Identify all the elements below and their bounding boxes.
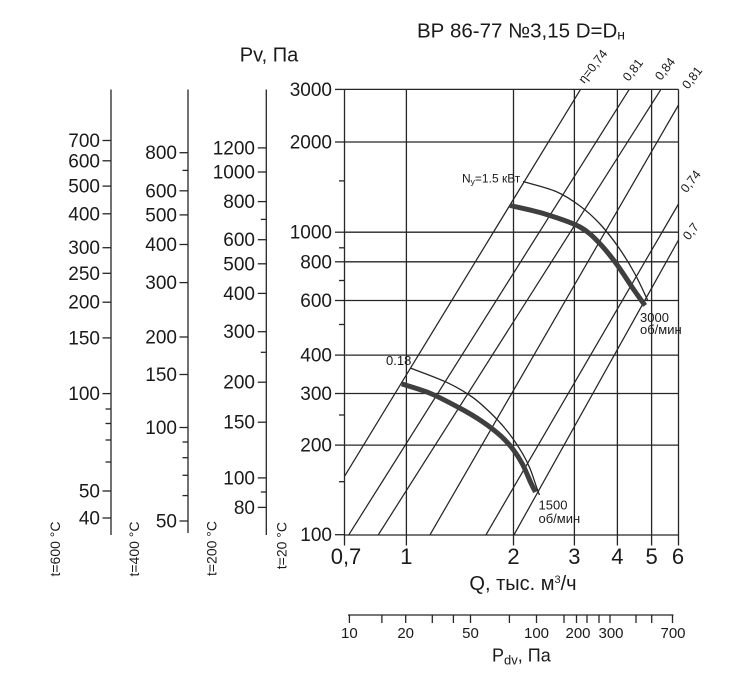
svg-text:5: 5 xyxy=(645,544,657,569)
svg-text:100: 100 xyxy=(300,525,332,546)
svg-text:100: 100 xyxy=(524,625,549,642)
svg-text:Q, тыс. м3/ч: Q, тыс. м3/ч xyxy=(469,573,576,595)
svg-text:300: 300 xyxy=(145,273,177,294)
svg-text:1000: 1000 xyxy=(290,223,332,244)
svg-text:200: 200 xyxy=(223,373,255,394)
svg-text:1500: 1500 xyxy=(539,498,568,513)
svg-text:400: 400 xyxy=(145,235,177,256)
svg-text:об/мин: об/мин xyxy=(539,511,581,526)
svg-text:2000: 2000 xyxy=(290,133,332,154)
svg-text:150: 150 xyxy=(223,413,255,434)
svg-text:3000: 3000 xyxy=(290,80,332,101)
svg-text:500: 500 xyxy=(68,177,100,198)
svg-text:300: 300 xyxy=(68,238,100,259)
svg-text:150: 150 xyxy=(145,365,177,386)
svg-text:50: 50 xyxy=(156,512,177,533)
svg-text:400: 400 xyxy=(223,284,255,305)
svg-text:50: 50 xyxy=(79,482,100,503)
svg-text:200: 200 xyxy=(68,293,100,314)
svg-text:200: 200 xyxy=(145,328,177,349)
svg-text:300: 300 xyxy=(223,322,255,343)
svg-text:Pdv, Па: Pdv, Па xyxy=(492,646,552,668)
svg-text:0,7: 0,7 xyxy=(331,544,362,569)
svg-text:3000: 3000 xyxy=(640,310,669,325)
svg-text:t=20 °C: t=20 °C xyxy=(274,522,290,569)
svg-text:700: 700 xyxy=(660,625,685,642)
svg-text:0,81: 0,81 xyxy=(679,64,705,92)
svg-text:2: 2 xyxy=(507,544,519,569)
svg-text:1200: 1200 xyxy=(213,138,255,159)
svg-text:4: 4 xyxy=(611,544,623,569)
svg-text:400: 400 xyxy=(300,346,332,367)
svg-text:50: 50 xyxy=(462,625,479,642)
svg-text:10: 10 xyxy=(341,625,358,642)
svg-text:1000: 1000 xyxy=(213,163,255,184)
svg-text:300: 300 xyxy=(300,384,332,405)
svg-text:600: 600 xyxy=(145,181,177,202)
svg-text:1: 1 xyxy=(400,544,412,569)
svg-text:100: 100 xyxy=(68,384,100,405)
svg-text:800: 800 xyxy=(300,252,332,273)
svg-text:20: 20 xyxy=(397,625,414,642)
svg-text:150: 150 xyxy=(68,328,100,349)
svg-text:800: 800 xyxy=(145,143,177,164)
svg-text:η=0,74: η=0,74 xyxy=(576,47,611,86)
svg-text:80: 80 xyxy=(234,498,255,519)
svg-text:200: 200 xyxy=(565,625,590,642)
svg-text:0,81: 0,81 xyxy=(620,56,646,84)
svg-text:6: 6 xyxy=(672,544,684,569)
svg-text:0,84: 0,84 xyxy=(652,55,678,83)
svg-text:40: 40 xyxy=(79,509,100,530)
svg-text:0,74: 0,74 xyxy=(678,168,704,196)
svg-text:Pv, Па: Pv, Па xyxy=(240,45,299,67)
svg-text:800: 800 xyxy=(223,192,255,213)
svg-text:100: 100 xyxy=(145,418,177,439)
svg-text:600: 600 xyxy=(68,151,100,172)
svg-text:200: 200 xyxy=(300,436,332,457)
svg-text:250: 250 xyxy=(68,264,100,285)
svg-text:t=600 °C: t=600 °C xyxy=(47,521,63,576)
svg-text:500: 500 xyxy=(145,205,177,226)
svg-text:500: 500 xyxy=(223,254,255,275)
svg-text:600: 600 xyxy=(223,230,255,251)
svg-text:t=200 °C: t=200 °C xyxy=(204,521,220,576)
svg-text:0,7: 0,7 xyxy=(680,220,702,242)
svg-text:700: 700 xyxy=(68,131,100,152)
svg-text:0.18: 0.18 xyxy=(386,353,411,368)
svg-text:3: 3 xyxy=(568,544,580,569)
svg-text:400: 400 xyxy=(68,204,100,225)
svg-text:ВР 86-77 №3,15 D=Dн: ВР 86-77 №3,15 D=Dн xyxy=(417,20,625,43)
svg-text:300: 300 xyxy=(598,625,623,642)
svg-text:об/мин: об/мин xyxy=(640,322,682,337)
svg-text:600: 600 xyxy=(300,291,332,312)
svg-text:Nу=1.5 кВт: Nу=1.5 кВт xyxy=(462,172,521,187)
svg-text:100: 100 xyxy=(223,468,255,489)
svg-text:t=400 °C: t=400 °C xyxy=(126,521,142,576)
